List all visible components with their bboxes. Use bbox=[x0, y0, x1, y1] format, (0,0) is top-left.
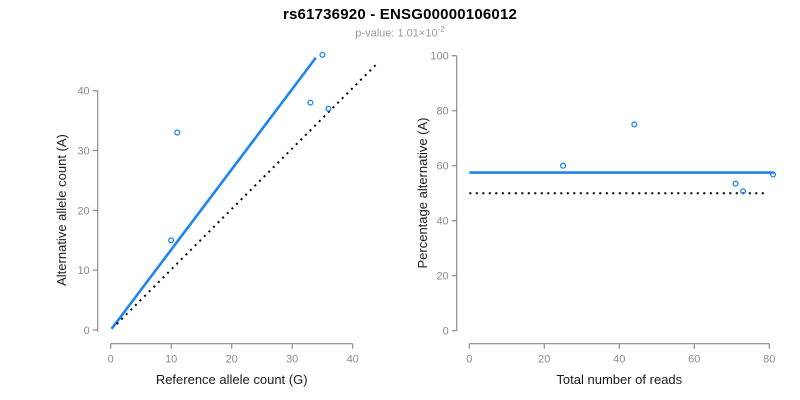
x-tick-label: 30 bbox=[286, 354, 298, 366]
page-title: rs61736920 - ENSG00000106012 bbox=[282, 6, 518, 23]
y-tick-label: 40 bbox=[77, 86, 89, 98]
x-tick-label: 20 bbox=[226, 354, 238, 366]
fit-line bbox=[110, 56, 317, 330]
allele-counts-panel: 0 10 20 30 40 0 10 20 30 40 Reference allele count… bbox=[54, 51, 378, 387]
x-tick-label: 80 bbox=[763, 354, 775, 366]
x-axis-title: Reference allele count (G) bbox=[156, 372, 308, 387]
y-tick-label: 20 bbox=[77, 205, 89, 217]
y-tick-label: 0 bbox=[443, 326, 449, 338]
x-axis-title: Total number of reads bbox=[556, 372, 682, 387]
x-tick-label: 0 bbox=[466, 354, 472, 366]
p-value-mantissa: 1.01×10 bbox=[397, 27, 438, 40]
y-axis: 0 10 20 30 40 bbox=[77, 86, 99, 337]
data-point bbox=[769, 171, 777, 178]
y-tick-label: 40 bbox=[436, 216, 448, 228]
x-axis: 0 20 40 60 80 bbox=[466, 343, 775, 366]
y-tick-label: 10 bbox=[77, 265, 89, 277]
percentage-panel: 0 20 40 60 80 100 0 20 40 60 80 Total number of rea… bbox=[415, 51, 777, 387]
y-axis: 0 20 40 60 80 100 bbox=[430, 51, 458, 338]
data-point bbox=[631, 121, 638, 128]
page-subtitle: p-value: 1.01×10-2 bbox=[0, 25, 800, 40]
y-axis-title: Percentage alternative (A) bbox=[415, 117, 430, 268]
data-point bbox=[168, 237, 175, 244]
p-value-prefix: p-value: bbox=[355, 27, 398, 40]
data-point bbox=[325, 105, 332, 112]
y-tick-label: 80 bbox=[436, 106, 448, 118]
y-axis-title: Alternative allele count (A) bbox=[54, 134, 69, 286]
x-tick-label: 10 bbox=[165, 354, 177, 366]
x-tick-label: 40 bbox=[347, 354, 359, 366]
data-point bbox=[319, 51, 326, 58]
identity-line bbox=[116, 63, 378, 325]
y-tick-label: 60 bbox=[436, 161, 448, 173]
x-tick-label: 0 bbox=[108, 354, 114, 366]
data-point bbox=[732, 180, 739, 187]
y-tick-label: 100 bbox=[430, 51, 448, 63]
data-point bbox=[739, 188, 747, 195]
y-tick-label: 20 bbox=[436, 271, 448, 283]
x-tick-label: 60 bbox=[688, 354, 700, 366]
y-tick-label: 30 bbox=[77, 146, 89, 158]
x-tick-label: 40 bbox=[613, 354, 625, 366]
y-tick-label: 0 bbox=[84, 325, 90, 337]
x-tick-label: 20 bbox=[538, 354, 550, 366]
data-point bbox=[307, 99, 314, 106]
data-point bbox=[174, 129, 181, 136]
x-axis: 0 10 20 30 40 bbox=[108, 343, 359, 366]
p-value-exponent: -2 bbox=[437, 25, 445, 34]
data-point bbox=[559, 162, 567, 169]
